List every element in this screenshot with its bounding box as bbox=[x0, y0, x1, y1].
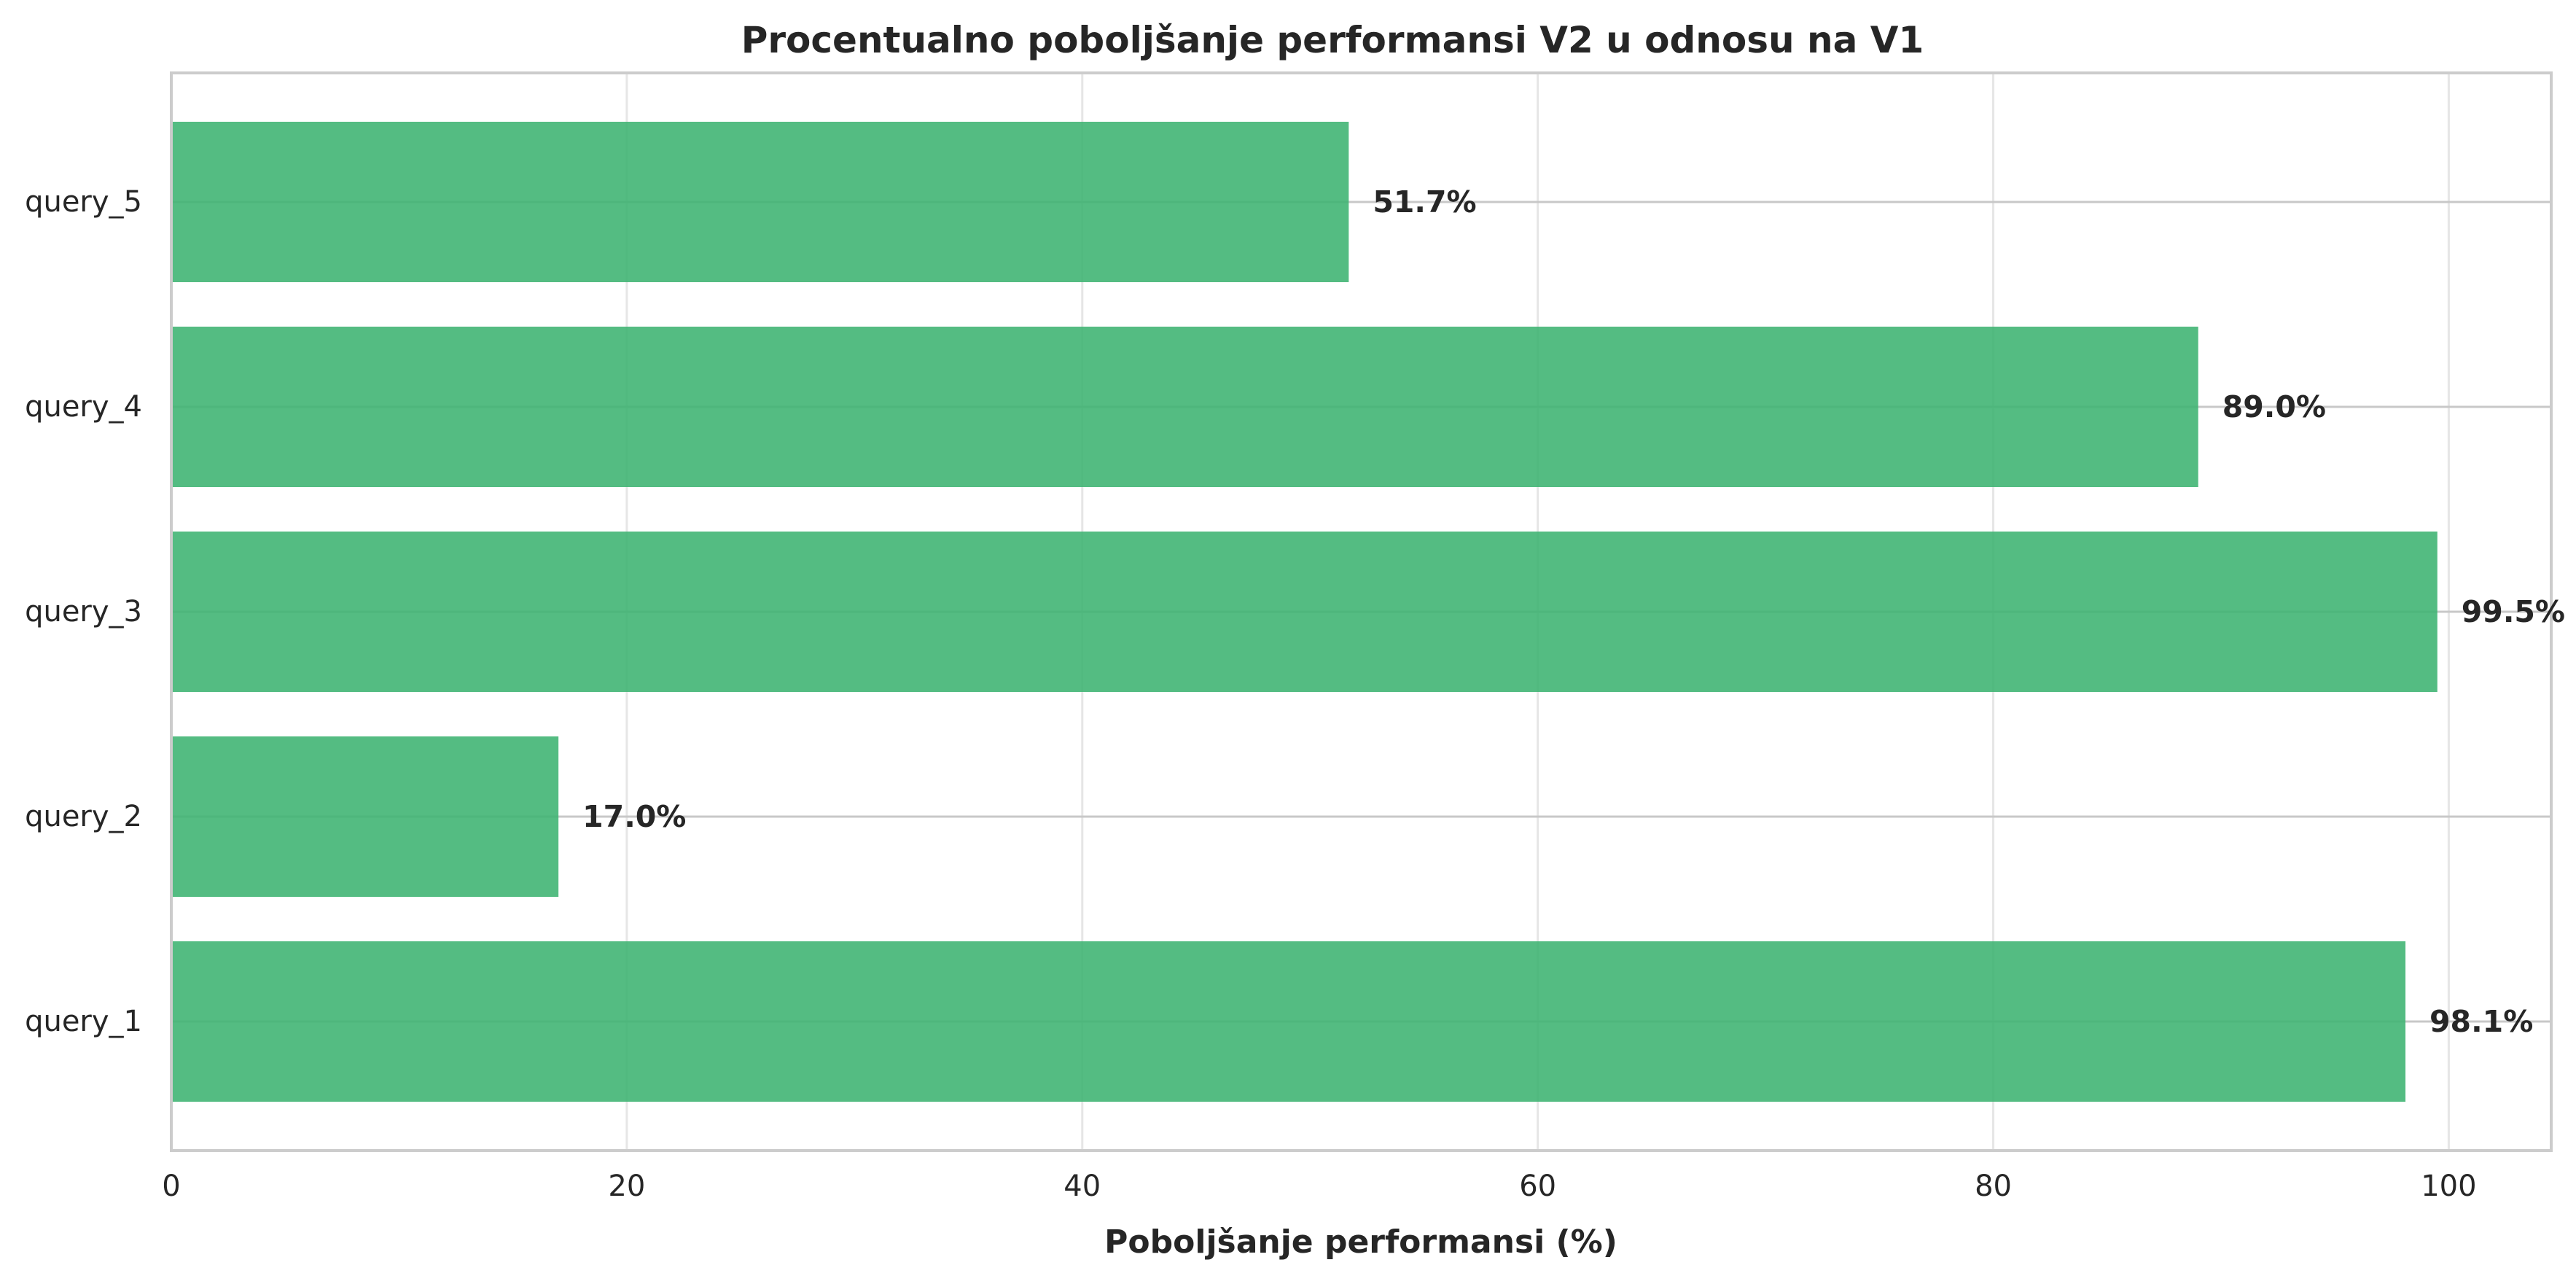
y-tick-label-query_1: query_1 bbox=[25, 1005, 142, 1038]
y-tick-label-query_5: query_5 bbox=[25, 185, 142, 219]
x-tick-label: 40 bbox=[1063, 1170, 1101, 1203]
y-tick-label-query_2: query_2 bbox=[25, 800, 142, 833]
data-label-query_4: 89.0% bbox=[2222, 389, 2326, 424]
y-tick-label-query_4: query_4 bbox=[25, 390, 142, 424]
x-tick-label: 20 bbox=[608, 1170, 645, 1203]
x-tick-label: 0 bbox=[162, 1170, 180, 1203]
plot-frame bbox=[170, 71, 2553, 1152]
bar-query_4 bbox=[171, 327, 2198, 487]
y-axis-ticks: query_1 query_2 query_3 query_4 query_5 bbox=[25, 185, 142, 1038]
bar-query_5 bbox=[171, 122, 1349, 282]
bars bbox=[171, 122, 2438, 1102]
x-tick-label: 100 bbox=[2421, 1170, 2476, 1203]
x-axis-ticks: 0 20 40 60 80 100 bbox=[162, 1170, 2476, 1203]
data-label-query_1: 98.1% bbox=[2429, 1004, 2533, 1039]
data-label-query_2: 17.0% bbox=[582, 799, 686, 834]
bar-query_3 bbox=[171, 532, 2438, 692]
y-tick-label-query_3: query_3 bbox=[25, 595, 142, 629]
data-label-query_3: 99.5% bbox=[2462, 594, 2565, 629]
chart-title: Procentualno poboljšanje performansi V2 … bbox=[741, 19, 1924, 61]
data-labels: 98.1% 17.0% 99.5% 89.0% 51.7% bbox=[582, 184, 2565, 1039]
x-tick-label: 80 bbox=[1975, 1170, 2012, 1203]
bar-query_2 bbox=[171, 736, 559, 897]
data-label-query_5: 51.7% bbox=[1373, 184, 1476, 219]
x-tick-label: 60 bbox=[1519, 1170, 1556, 1203]
bar-query_1 bbox=[171, 941, 2406, 1102]
x-axis-label: Poboljšanje performansi (%) bbox=[1104, 1223, 1617, 1261]
